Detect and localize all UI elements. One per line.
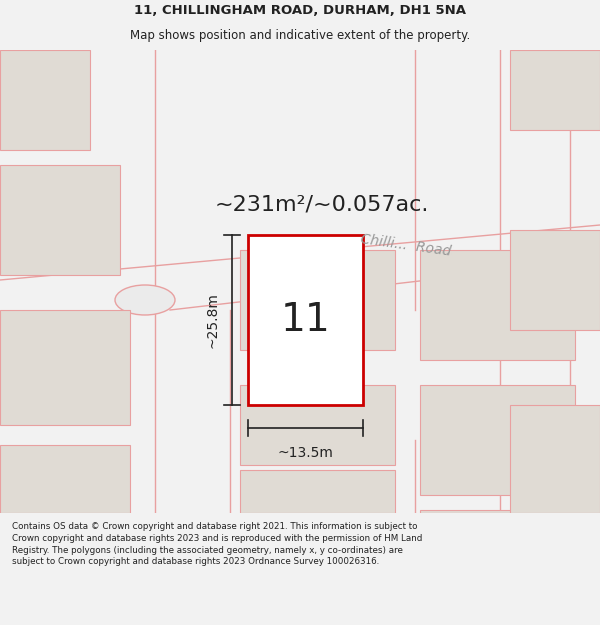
Bar	[510, 50, 600, 130]
Bar	[248, 235, 363, 405]
Text: ~13.5m: ~13.5m	[278, 446, 334, 460]
Bar	[240, 250, 395, 350]
Text: 11, CHILLINGHAM ROAD, DURHAM, DH1 5NA: 11, CHILLINGHAM ROAD, DURHAM, DH1 5NA	[134, 4, 466, 18]
Bar	[0, 310, 130, 425]
Ellipse shape	[115, 285, 175, 315]
Bar	[510, 230, 600, 330]
Bar	[0, 50, 90, 150]
Bar	[240, 385, 395, 465]
Text: Map shows position and indicative extent of the property.: Map shows position and indicative extent…	[130, 29, 470, 42]
Bar	[0, 445, 130, 513]
Bar	[510, 405, 600, 513]
Text: ~231m²/~0.057ac.: ~231m²/~0.057ac.	[215, 195, 430, 215]
Bar	[420, 510, 575, 513]
Bar	[420, 385, 575, 495]
Text: Contains OS data © Crown copyright and database right 2021. This information is : Contains OS data © Crown copyright and d…	[12, 522, 422, 566]
Bar	[0, 165, 120, 275]
Bar	[240, 470, 395, 513]
Text: 11: 11	[281, 301, 331, 339]
Text: ~25.8m: ~25.8m	[206, 292, 220, 348]
Text: Chilli...  Road: Chilli... Road	[360, 232, 452, 258]
Bar	[420, 250, 575, 360]
